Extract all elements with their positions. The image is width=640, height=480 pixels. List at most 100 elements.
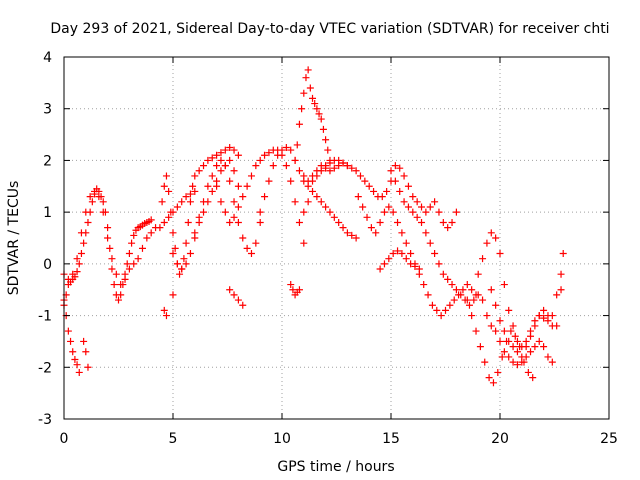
data-point: [204, 198, 212, 206]
data-point: [200, 208, 208, 216]
data-point: [256, 156, 264, 164]
data-point: [444, 224, 452, 232]
data-point: [548, 358, 556, 366]
data-point: [424, 291, 432, 299]
data-point: [195, 218, 203, 226]
data-point: [396, 187, 404, 195]
data-point: [339, 224, 347, 232]
data-point: [376, 265, 384, 273]
data-point: [282, 144, 290, 151]
data-point: [300, 239, 308, 247]
data-point: [509, 358, 517, 366]
data-point: [511, 332, 519, 340]
data-point: [143, 234, 151, 242]
data-point: [298, 105, 306, 113]
data-point: [489, 379, 497, 387]
data-point: [67, 337, 75, 345]
data-point: [535, 312, 543, 320]
data-point: [492, 327, 500, 335]
data-point: [204, 156, 212, 164]
data-point: [213, 151, 221, 159]
series-isolated: [80, 281, 303, 371]
data-point: [208, 172, 216, 180]
data-point: [291, 156, 299, 164]
series-track-14: [387, 167, 565, 369]
data-point: [372, 229, 380, 237]
data-point: [239, 301, 247, 309]
data-point: [130, 260, 138, 268]
data-point: [496, 250, 504, 258]
data-point: [195, 167, 203, 175]
data-point: [158, 198, 166, 206]
data-point: [527, 348, 535, 356]
data-point: [431, 198, 439, 206]
data-point: [191, 229, 199, 237]
data-point: [492, 301, 500, 309]
data-point: [396, 164, 404, 172]
data-point: [522, 343, 530, 351]
data-point: [446, 301, 454, 309]
data-point: [479, 255, 487, 263]
data-point: [496, 317, 504, 325]
data-point: [282, 162, 290, 170]
data-point: [162, 312, 170, 320]
data-point: [99, 198, 107, 206]
data-point: [182, 239, 190, 247]
data-point: [293, 141, 301, 149]
data-point: [106, 244, 114, 252]
data-point: [300, 208, 308, 216]
data-point: [191, 187, 199, 195]
data-point: [540, 314, 548, 322]
data-point: [304, 177, 312, 185]
data-point: [387, 167, 395, 175]
data-point: [476, 343, 484, 351]
data-point: [422, 229, 430, 237]
data-point: [437, 312, 445, 320]
data-point: [265, 177, 273, 185]
data-point: [86, 193, 94, 201]
y-tick-label: 1: [43, 205, 52, 221]
data-point: [184, 218, 192, 226]
y-tick-label: 2: [43, 153, 52, 169]
data-point: [367, 224, 375, 232]
series-track-11: [300, 187, 360, 242]
data-point: [221, 162, 229, 170]
data-point: [513, 348, 521, 356]
data-point: [322, 136, 330, 144]
data-point: [500, 348, 508, 356]
data-point: [295, 218, 303, 226]
data-point: [217, 198, 225, 206]
data-point: [500, 327, 508, 335]
y-tick-label: 0: [43, 257, 52, 273]
data-point: [99, 208, 107, 216]
data-point: [261, 193, 269, 201]
data-point: [409, 193, 417, 201]
data-point: [77, 229, 85, 237]
data-point: [457, 291, 465, 299]
data-point: [173, 203, 181, 211]
data-point: [322, 164, 330, 172]
data-point: [463, 296, 471, 304]
data-point: [278, 146, 286, 154]
data-point: [234, 203, 242, 211]
data-point: [540, 306, 548, 314]
data-point: [415, 265, 423, 273]
data-point: [313, 193, 321, 201]
data-point: [324, 146, 332, 154]
data-point: [505, 306, 513, 314]
data-point: [234, 218, 242, 226]
x-tick-label: 0: [60, 431, 69, 447]
data-point: [335, 162, 343, 170]
data-point: [348, 164, 356, 172]
data-point: [71, 356, 79, 364]
data-point: [540, 343, 548, 351]
data-point: [531, 343, 539, 351]
data-point: [189, 182, 197, 190]
data-point: [494, 368, 502, 376]
data-point: [557, 270, 565, 278]
data-point: [123, 260, 131, 268]
data-point: [295, 167, 303, 175]
y-tick-label: -2: [38, 360, 52, 376]
data-point: [394, 218, 402, 226]
